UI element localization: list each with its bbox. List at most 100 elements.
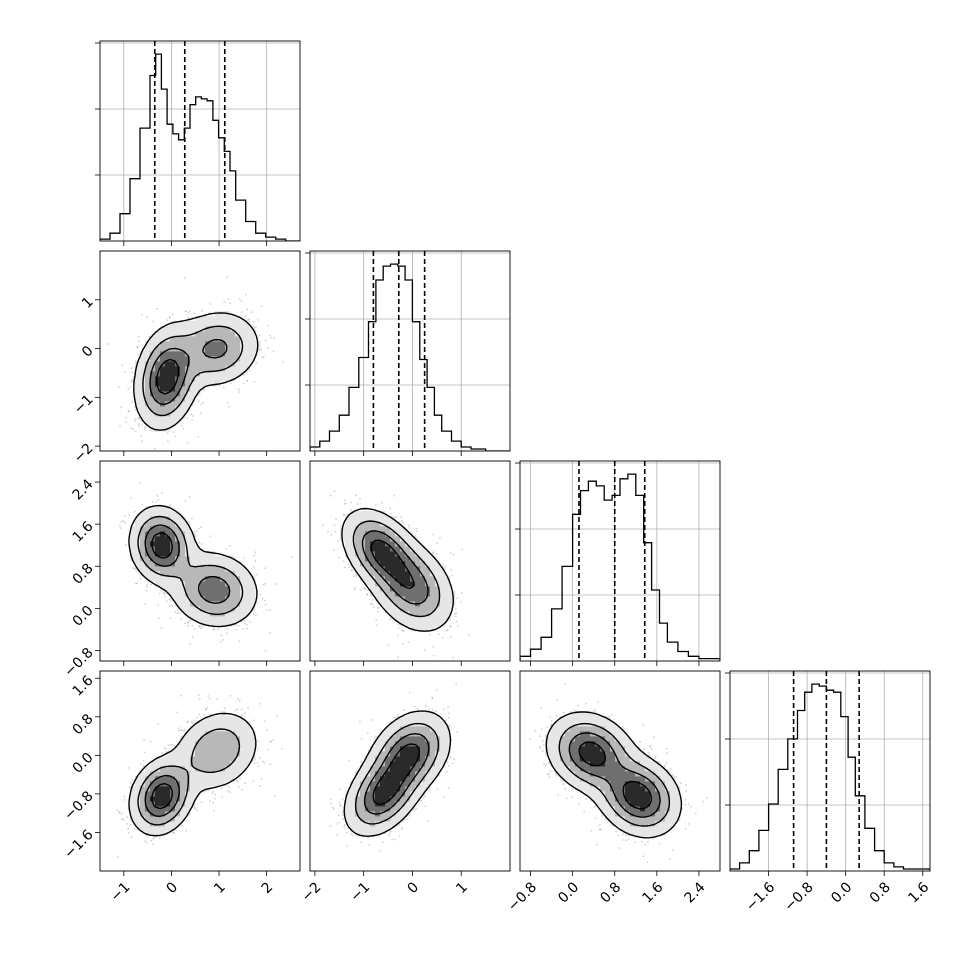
density-cell [155, 566, 161, 572]
density-cell [200, 376, 206, 382]
density-cell [180, 391, 186, 397]
density-cell [240, 336, 246, 342]
density-cell [215, 356, 221, 362]
density-cell [205, 596, 211, 602]
density-cell [245, 601, 251, 607]
density-cell [195, 611, 201, 617]
density-cell [225, 371, 231, 377]
sample-point [138, 425, 140, 428]
density-cell [200, 556, 206, 562]
y-tick-label-2-0: −0.8 [61, 645, 96, 680]
sample-point [119, 527, 122, 530]
density-cell [145, 411, 151, 417]
sample-point [242, 628, 245, 630]
density-cell [170, 336, 176, 342]
density-cell [230, 616, 236, 622]
density-cell [215, 576, 221, 582]
sample-point [252, 320, 255, 323]
density-cell [135, 406, 141, 412]
sample-point [128, 514, 131, 516]
density-cell [190, 556, 196, 562]
density-cell [180, 606, 186, 612]
sample-point [353, 588, 356, 591]
sample-point [209, 535, 212, 538]
sample-point [452, 656, 455, 659]
density-cell [210, 566, 216, 572]
density-cell [235, 611, 241, 617]
sample-point [381, 502, 384, 504]
density-cell [170, 576, 176, 582]
density-cell [155, 576, 161, 582]
density-cell [240, 576, 246, 582]
sample-point [387, 644, 390, 646]
density-cell [225, 346, 231, 352]
density-cell [185, 546, 191, 552]
sample-point [333, 524, 336, 527]
density-cell [135, 396, 141, 402]
density-cell [165, 381, 171, 387]
sample-point [120, 406, 123, 409]
density-cell [215, 561, 221, 567]
sample-point [264, 567, 267, 570]
density-cell [150, 506, 156, 512]
density-cell [210, 341, 216, 347]
sample-point [148, 336, 151, 338]
density-cell [190, 551, 196, 557]
density-cell [160, 366, 166, 372]
sample-point [435, 552, 438, 555]
density-cell [225, 596, 231, 602]
sample-point [220, 634, 222, 636]
density-cell [155, 536, 161, 542]
density-cell [235, 571, 241, 577]
density-cell [175, 571, 181, 577]
density-cell [150, 411, 156, 417]
density-cell [235, 601, 241, 607]
density-cell [250, 351, 256, 357]
density-cell [185, 326, 191, 332]
sample-point [436, 542, 438, 544]
sample-point [377, 610, 379, 613]
density-cell [190, 586, 196, 592]
density-cell [195, 316, 201, 322]
sample-point [202, 401, 205, 404]
sample-point [176, 612, 179, 615]
sample-point [222, 639, 224, 641]
panel-0-0 [95, 40, 301, 246]
density-cell [150, 336, 156, 342]
sample-point [198, 624, 201, 627]
density-cell [190, 371, 196, 377]
y-tick-label-2-4: 2.4 [70, 476, 97, 503]
density-cell [175, 556, 181, 562]
density-cell [240, 361, 246, 367]
density-cell [165, 361, 171, 367]
sample-point [260, 305, 263, 307]
density-cell [225, 591, 231, 597]
sample-point [186, 442, 189, 444]
sample-point [255, 362, 258, 364]
sample-point [351, 569, 353, 572]
density-cell [190, 341, 196, 347]
density-cell [205, 606, 211, 612]
sample-point [266, 346, 269, 349]
density-cell [180, 376, 186, 382]
density-cell [200, 551, 206, 557]
density-cell [165, 366, 171, 372]
density-cell [200, 356, 206, 362]
density-cell [135, 526, 141, 532]
density-cell [190, 571, 196, 577]
density-cell [190, 541, 196, 547]
density-cell [190, 396, 196, 402]
density-cell [145, 341, 151, 347]
density-cell [165, 541, 171, 547]
sample-point [258, 334, 261, 337]
density-cell [200, 606, 206, 612]
density-cell [160, 371, 166, 377]
sample-point [402, 521, 404, 524]
density-cell [190, 381, 196, 387]
density-cell [185, 581, 191, 587]
density-cell [245, 611, 251, 617]
sample-point [130, 367, 133, 370]
density-cell [185, 611, 191, 617]
density-cell [170, 361, 176, 367]
